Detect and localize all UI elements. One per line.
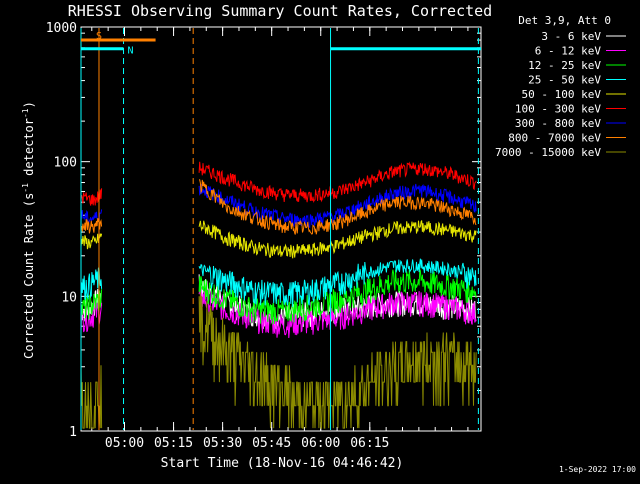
series-line-segB-4 <box>198 220 477 259</box>
y-axis-label-mid: detector <box>22 118 36 183</box>
series-line-segB-7 <box>199 179 477 235</box>
y-axis-label-main: Corrected Count Rate (s <box>22 193 36 359</box>
legend-header: Det 3,9, Att 0 <box>518 14 611 27</box>
y-axis-label-sup1: -1 <box>21 183 30 193</box>
legend-label: 800 - 7000 keV <box>508 132 601 145</box>
legend-label: 3 - 6 keV <box>541 30 601 43</box>
legend-label: 300 - 800 keV <box>515 117 601 130</box>
series-line-segB-3 <box>198 258 477 308</box>
series-line-segA-2 <box>80 289 103 324</box>
footer-date: 1-Sep-2022 17:00 <box>559 465 636 474</box>
series-line-segB-8 <box>198 291 477 429</box>
x-axis-label: Start Time (18-Nov-16 04:46:42) <box>161 456 404 471</box>
series-line-segB-1 <box>198 285 477 339</box>
y-tick-label: 1 <box>69 425 77 440</box>
legend-label: 12 - 25 keV <box>528 59 601 72</box>
y-axis-label-sup2: -1 <box>21 108 30 118</box>
y-tick-label: 10 <box>61 290 77 305</box>
legend-label: 25 - 50 keV <box>528 74 601 87</box>
plot-frame <box>80 26 482 432</box>
series-line-segA-4 <box>80 233 103 250</box>
y-axis-label-end: ) <box>22 101 36 108</box>
chart-title: RHESSI Observing Summary Count Rates, Co… <box>68 2 492 20</box>
legend-label: 100 - 300 keV <box>515 103 601 116</box>
legend-label: 50 - 100 keV <box>522 88 602 101</box>
series-line-segA-3 <box>80 265 103 301</box>
x-tick-label: 05:30 <box>203 436 242 451</box>
series-line-segB-5 <box>198 161 477 204</box>
x-tick-label: 05:00 <box>105 436 144 451</box>
y-tick-label: 100 <box>54 156 77 171</box>
x-tick-label: 05:45 <box>252 436 291 451</box>
x-tick-label: 06:00 <box>301 436 340 451</box>
y-tick-label: 1000 <box>46 21 77 36</box>
y-axis-label: Corrected Count Rate (s-1 detector-1) <box>21 101 36 359</box>
series-line-segB-2 <box>198 267 477 325</box>
x-tick-label: 06:15 <box>350 436 389 451</box>
legend-label: 6 - 12 keV <box>535 45 602 58</box>
series-line-segA-7 <box>80 217 103 234</box>
x-tick-label: 05:15 <box>154 436 193 451</box>
legend-label: 7000 - 15000 keV <box>495 146 601 159</box>
annotation-label-0: S <box>96 31 102 42</box>
annotation-label-1: N <box>128 46 134 57</box>
series-line-segA-8 <box>80 365 103 429</box>
series-line-segA-5 <box>80 188 103 206</box>
